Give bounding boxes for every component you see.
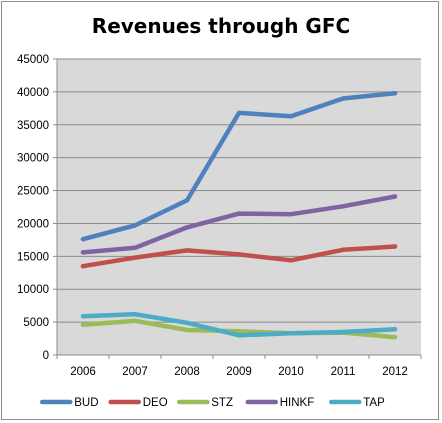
data-point — [392, 91, 398, 96]
x-tick-label: 2007 — [122, 366, 148, 378]
data-point — [80, 313, 86, 319]
x-tick-label: 2008 — [174, 366, 200, 378]
y-tick-label: 45000 — [17, 54, 49, 66]
data-point — [288, 258, 294, 263]
series-lines — [80, 90, 398, 340]
data-point — [80, 264, 86, 269]
legend-item-tap: TAP — [329, 397, 385, 409]
data-point — [340, 96, 346, 101]
data-point — [132, 245, 138, 250]
legend-item-hinkf: HINKF — [245, 397, 315, 409]
data-point — [80, 237, 86, 242]
data-point — [184, 225, 190, 230]
legend-label: DEO — [143, 397, 168, 409]
x-tick-label: 2006 — [70, 366, 96, 378]
y-tick-label: 5000 — [23, 317, 49, 329]
y-tick-label: 25000 — [17, 186, 49, 198]
y-tick-label: 35000 — [17, 120, 49, 132]
data-point — [288, 331, 294, 336]
gridlines — [57, 58, 421, 323]
data-point — [236, 329, 242, 334]
data-point — [236, 110, 242, 116]
data-point — [340, 204, 346, 209]
series-hinkf — [80, 194, 398, 255]
data-point — [184, 320, 190, 325]
x-tick-label: 2009 — [226, 366, 252, 378]
legend-item-bud: BUD — [40, 397, 99, 409]
data-point — [340, 247, 346, 252]
axes: 0 5000 10000 15000 20000 25000 30000 35000 40000… — [17, 54, 422, 378]
x-tick-label: 2012 — [382, 366, 408, 378]
y-tick-label: 15000 — [17, 251, 49, 263]
data-point — [236, 252, 242, 257]
series-bud — [80, 90, 398, 242]
y-tick-label: 0 — [43, 350, 49, 362]
data-point — [288, 114, 294, 119]
y-tick-label: 10000 — [17, 284, 49, 296]
data-point — [236, 211, 242, 216]
data-point — [392, 194, 398, 199]
data-point — [132, 318, 138, 323]
legend-label: STZ — [211, 397, 233, 409]
data-point — [132, 223, 138, 228]
series-tap — [80, 311, 398, 338]
series-deo — [80, 244, 398, 269]
x-tick-label: 2011 — [331, 366, 356, 378]
legend-label: BUD — [74, 397, 98, 409]
data-point — [80, 322, 86, 327]
data-point — [392, 244, 398, 249]
data-point — [340, 329, 346, 335]
plot-area — [57, 59, 421, 355]
data-point — [132, 255, 138, 260]
legend-label: TAP — [363, 397, 385, 409]
data-point — [132, 312, 138, 317]
data-point — [392, 335, 398, 340]
data-point — [288, 212, 294, 217]
data-point — [184, 198, 190, 203]
data-point — [184, 327, 190, 333]
legend-item-deo: DEO — [108, 397, 168, 409]
y-tick-label: 40000 — [17, 87, 49, 99]
y-tick-label: 30000 — [17, 153, 49, 165]
data-point — [236, 333, 242, 338]
legend: BUD DEO STZ HINKF TAP — [40, 397, 385, 409]
data-point — [392, 327, 398, 332]
data-point — [184, 248, 190, 253]
y-tick-label: 20000 — [17, 218, 49, 230]
data-point — [80, 250, 86, 255]
legend-label: HINKF — [280, 397, 315, 409]
legend-item-stz: STZ — [177, 397, 233, 409]
chart-title: Revenues through GFC — [92, 14, 350, 38]
x-tick-label: 2010 — [278, 366, 304, 378]
